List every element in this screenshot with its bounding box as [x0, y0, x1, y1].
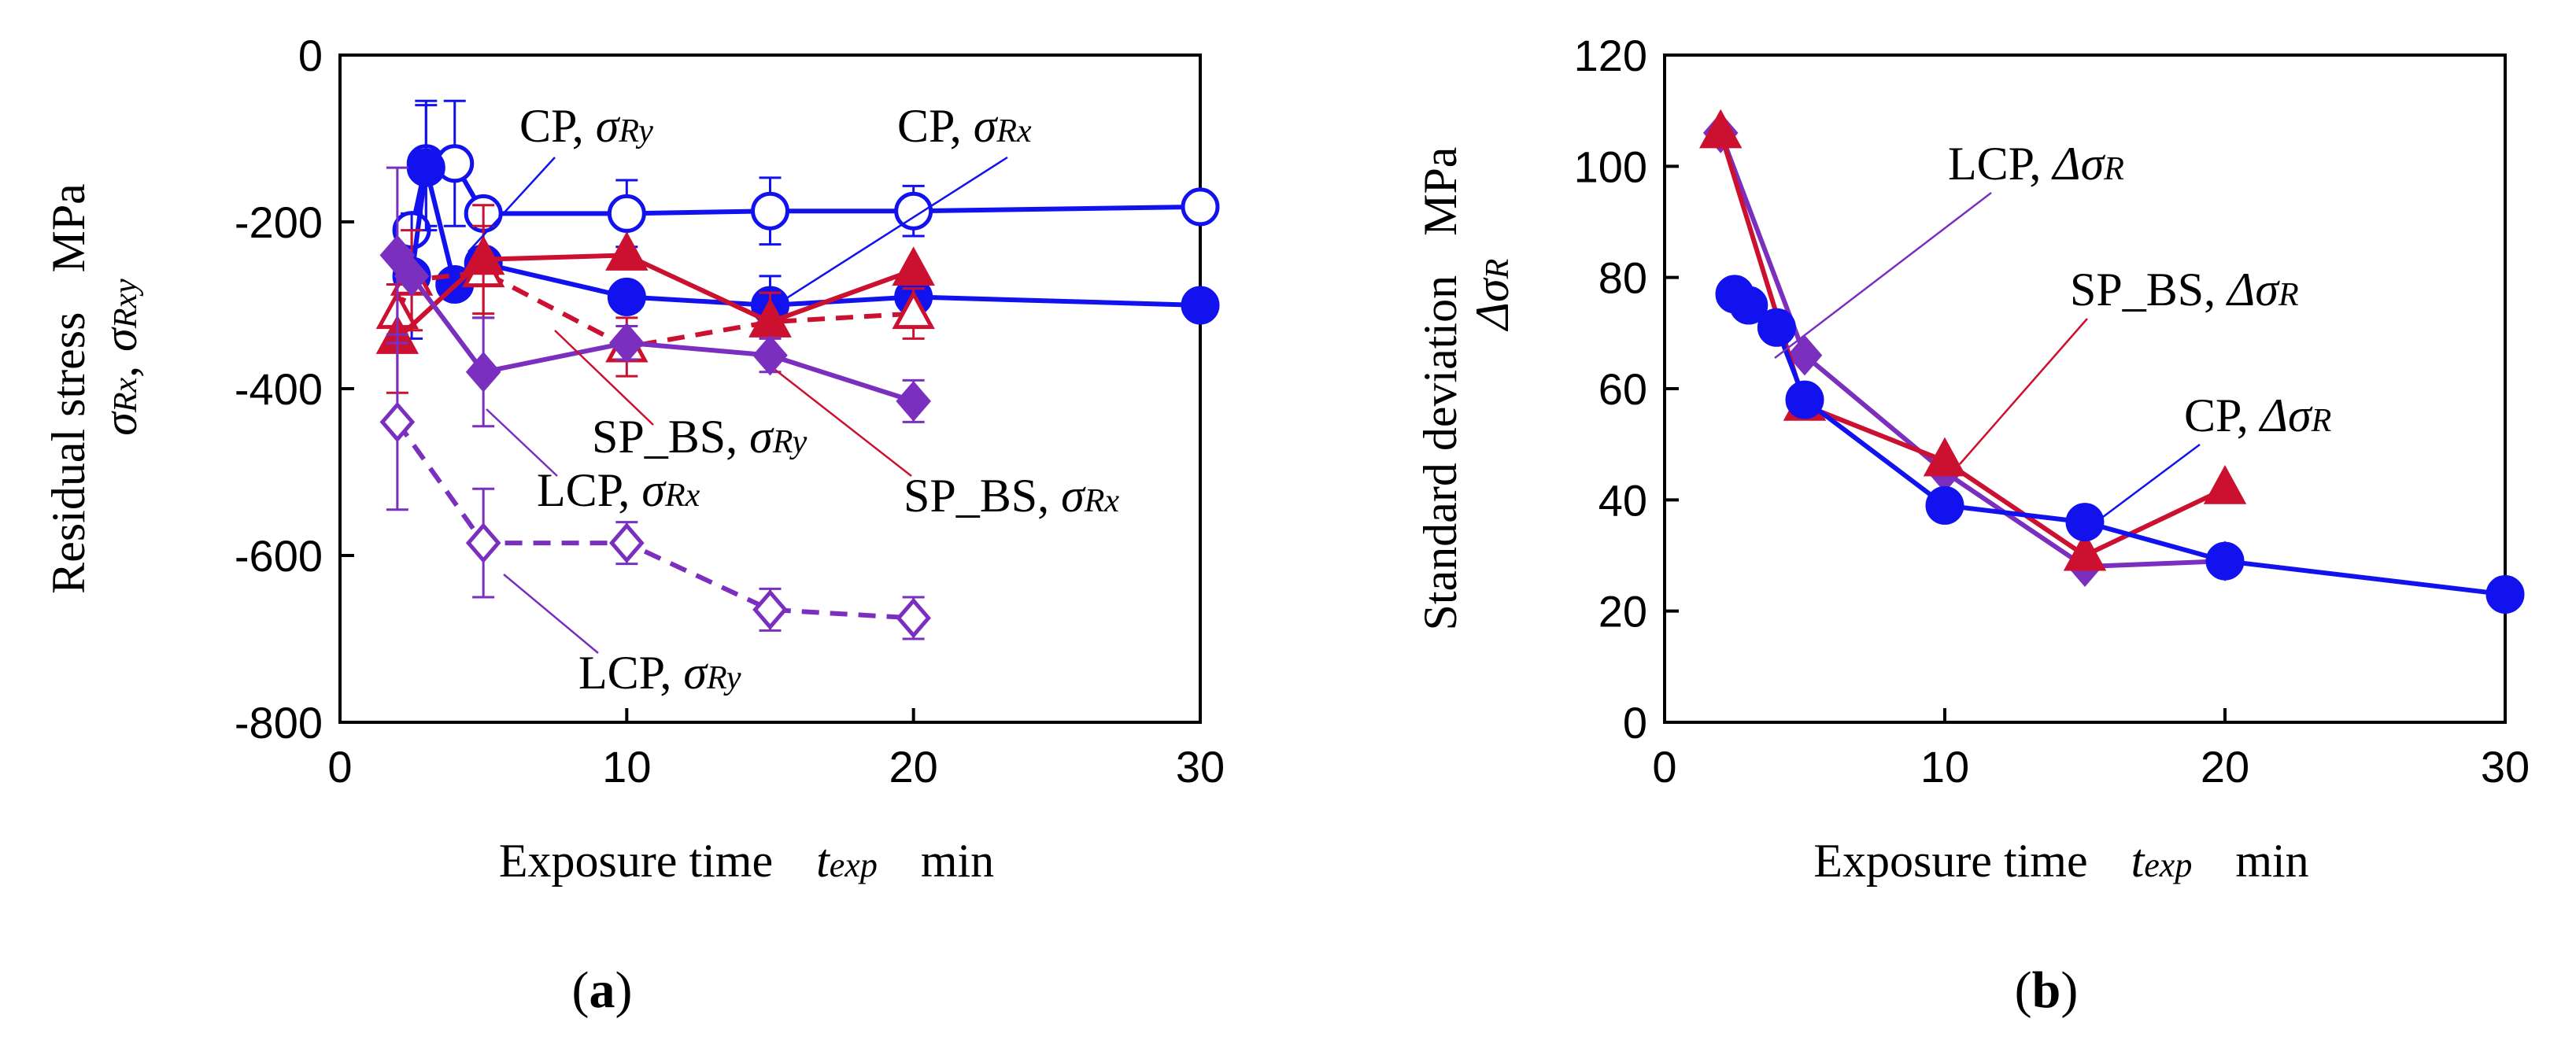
series-2 [1715, 275, 2525, 614]
y-axis-label-line2: ΔσR [1466, 259, 1518, 331]
data-point [892, 290, 935, 330]
annotation-label: SP_BS, ΔσR [2070, 264, 2299, 316]
panel-b: 0 20 40 60 80 100 120 0 10 20 30 Exposure time texp m… [1414, 31, 2530, 1019]
series-0 [392, 99, 1220, 250]
y-tick-label: -800 [235, 698, 323, 747]
panel-caption: (b) [2015, 961, 2079, 1019]
data-point [607, 194, 646, 233]
series-1 [392, 104, 1220, 340]
series-line [1733, 292, 2506, 597]
annotation-label: SP_BS, σRy [592, 411, 808, 463]
y-tick-label: 60 [1598, 364, 1647, 414]
data-point [465, 351, 501, 393]
data-point [896, 381, 931, 422]
y-tick-label: 20 [1598, 587, 1647, 637]
data-point [1181, 187, 1220, 227]
annotation-leader [774, 369, 912, 477]
y-axis-label-line1: Residual stressMPa [43, 183, 94, 594]
annotation-label: SP_BS, σRx [904, 470, 1119, 522]
annotation-label: CP, σRy [519, 100, 653, 152]
data-point [752, 589, 788, 630]
x-tick-label: 0 [1652, 742, 1676, 792]
x-tick-label: 20 [889, 742, 938, 792]
annotation-label: LCP, ΔσR [1948, 138, 2124, 190]
y-tick-label: 100 [1574, 142, 1647, 191]
data-point [1785, 380, 1824, 419]
data-point [609, 322, 645, 364]
y-tick-label: 0 [298, 31, 323, 80]
y-tick-label: 80 [1598, 253, 1647, 303]
annotation-leader [1959, 318, 2088, 465]
series-line [409, 167, 1201, 308]
data-point [2485, 574, 2525, 614]
x-axis-label: Exposure time texp min [1813, 835, 2308, 887]
x-tick-label: 10 [602, 742, 651, 792]
y-axis-label-line2: σRx,σRxy [94, 279, 146, 436]
data-point [2063, 531, 2107, 571]
data-point [894, 191, 933, 231]
y-tick-label: -600 [235, 531, 323, 581]
panel-caption: (a) [572, 961, 633, 1019]
y-tick-label: -200 [235, 197, 323, 247]
x-tick-label: 30 [2481, 742, 2530, 792]
series-4 [379, 166, 931, 428]
data-point [1925, 485, 1964, 525]
panel-a: -800 -600 -400 -200 0 0 10 20 30 Exposure time tex… [43, 31, 1225, 1019]
data-point [1787, 334, 1823, 376]
annotation-leader [1774, 192, 1992, 359]
data-point [394, 256, 430, 297]
annotation-label: CP, σRx [897, 100, 1032, 152]
data-point [1923, 437, 1967, 477]
annotation-leader [554, 330, 654, 426]
series-line [409, 161, 1201, 231]
data-point [1698, 109, 1743, 149]
annotation-leader [2099, 443, 2201, 521]
x-tick-label: 10 [1920, 742, 1969, 792]
y-tick-label: 40 [1598, 475, 1647, 525]
data-point [2203, 464, 2247, 504]
annotation-label: LCP, σRy [578, 647, 741, 699]
data-point [751, 191, 789, 231]
y-axis-label-line1: Standard deviationMPa [1414, 147, 1466, 631]
x-tick-label: 30 [1176, 742, 1225, 792]
data-point [1729, 286, 1768, 325]
y-tick-label: 0 [1623, 698, 1647, 747]
annotation-leader [503, 574, 599, 654]
data-point [1181, 286, 1220, 325]
annotation-label: LCP, σRx [537, 464, 700, 516]
x-tick-label: 20 [2201, 742, 2249, 792]
data-point [892, 246, 935, 286]
y-tick-label: 120 [1574, 31, 1647, 80]
data-point [465, 522, 501, 563]
data-point [609, 522, 645, 563]
x-axis-label: Exposure time texp min [499, 835, 994, 887]
annotation-leader [468, 157, 556, 253]
annotation-leader [486, 408, 558, 477]
data-point [2065, 503, 2105, 542]
data-point [2205, 541, 2245, 581]
data-point [461, 235, 505, 275]
annotation-leader [778, 156, 1008, 304]
data-point [896, 597, 931, 639]
annotation-label: CP, ΔσR [2184, 389, 2331, 441]
data-point [752, 334, 788, 376]
series-5 [379, 333, 931, 640]
x-tick-label: 0 [327, 742, 352, 792]
data-point [1757, 308, 1796, 347]
y-tick-label: -400 [235, 364, 323, 414]
data-point [605, 231, 649, 271]
data-point [406, 148, 445, 187]
data-point [607, 277, 646, 316]
data-point [379, 401, 416, 443]
